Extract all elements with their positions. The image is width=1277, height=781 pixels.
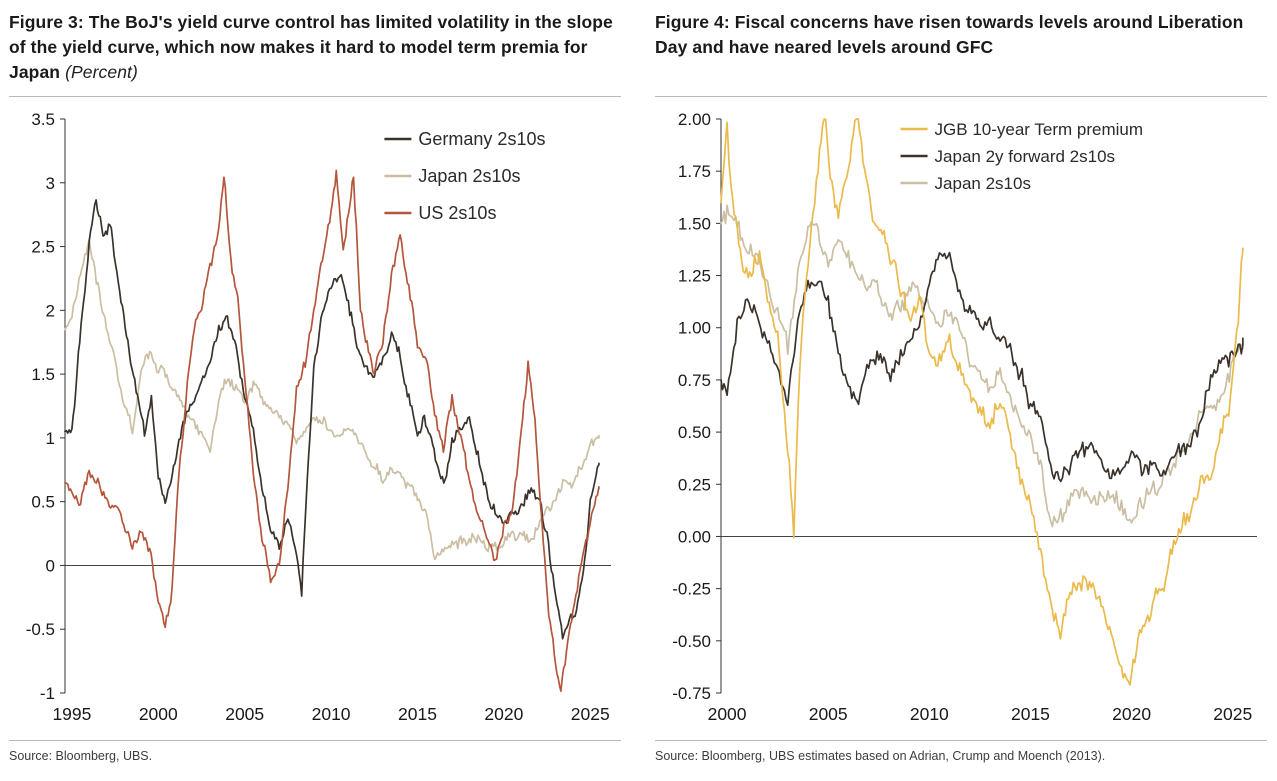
x-tick-label: 2015 (398, 704, 437, 724)
x-tick-label: 2020 (484, 704, 523, 724)
x-tick-label: 2025 (1213, 704, 1252, 724)
legend-label-3: US 2s10s (418, 203, 496, 223)
legend-label-3: Japan 2s10s (935, 174, 1031, 193)
x-tick-label: 2005 (809, 704, 848, 724)
x-tick-label: 2000 (708, 704, 747, 724)
y-tick-label: 1.5 (31, 365, 55, 384)
x-tick-label: 2025 (571, 704, 610, 724)
y-tick-label: 2.5 (31, 238, 55, 257)
y-tick-label: -0.50 (672, 632, 711, 651)
y-tick-label: 3.5 (31, 110, 55, 129)
y-tick-label: -0.5 (26, 620, 55, 639)
y-tick-label: 1.50 (678, 214, 711, 233)
legend-label-1: Germany 2s10s (418, 129, 545, 149)
figure3-title: Figure 3: The BoJ's yield curve control … (9, 10, 621, 96)
y-tick-label: 0 (46, 556, 55, 575)
figure3-title-text: Figure 3: The BoJ's yield curve control … (9, 12, 613, 82)
legend-label-2: Japan 2y forward 2s10s (935, 147, 1116, 166)
figure4-chart-area: 2.00 1.75 1.50 1.25 1.00 0.75 0.50 0.25 0.00 -0.2… (655, 96, 1267, 739)
series-line-jgb-10-year-term-premium (720, 118, 1244, 686)
figure4-title-text: Figure 4: Fiscal concerns have risen tow… (655, 12, 1244, 57)
x-tick-label: 2020 (1112, 704, 1151, 724)
y-tick-label: 0.00 (678, 527, 711, 546)
y-tick-label: -0.25 (672, 580, 711, 599)
y-tick-label: 0.25 (678, 475, 711, 494)
x-tick-label: 2015 (1011, 704, 1050, 724)
figure3-title-unit: (Percent) (65, 61, 138, 82)
series-line-japan-2s10s (720, 204, 1244, 528)
x-tick-label: 1995 (52, 704, 91, 724)
figure3-chart-area: 3.5 3 2.5 2 1.5 1 0.5 0 -0.5 -1 1995 2000 2005 2010 20… (9, 96, 621, 739)
figure3-panel: Figure 3: The BoJ's yield curve control … (9, 10, 621, 781)
legend-label-2: Japan 2s10s (418, 166, 520, 186)
legend-label-1: JGB 10-year Term premium (935, 120, 1143, 139)
x-tick-label: 2000 (139, 704, 178, 724)
series-line-japan-2s10s (64, 238, 600, 561)
figure3-source: Source: Bloomberg, UBS. (9, 740, 621, 763)
y-tick-label: 2 (46, 301, 55, 320)
y-tick-label: -1 (40, 684, 55, 703)
x-tick-label: 2010 (910, 704, 949, 724)
y-tick-label: 0.75 (678, 371, 711, 390)
x-tick-label: 2005 (225, 704, 264, 724)
y-tick-label: 1 (46, 429, 55, 448)
figure4-chart: 2.00 1.75 1.50 1.25 1.00 0.75 0.50 0.25 0.00 -0.2… (672, 110, 1257, 724)
y-tick-label: 0.50 (678, 423, 711, 442)
y-tick-label: 2.00 (678, 110, 711, 129)
series-line-germany-2s10s (64, 199, 600, 640)
y-tick-label: 0.5 (31, 493, 55, 512)
x-tick-label: 2010 (312, 704, 351, 724)
series-line-us-2s10s (64, 169, 600, 692)
series-line-japan-2y-forward-2s10s (720, 251, 1244, 483)
figure4-title: Figure 4: Fiscal concerns have risen tow… (655, 10, 1267, 96)
y-tick-label: 3 (46, 174, 55, 193)
y-tick-label: -0.75 (672, 684, 711, 703)
figure4-source: Source: Bloomberg, UBS estimates based o… (655, 740, 1267, 763)
y-tick-label: 1.75 (678, 162, 711, 181)
y-tick-label: 1.00 (678, 319, 711, 338)
y-tick-label: 1.25 (678, 267, 711, 286)
figure4-panel: Figure 4: Fiscal concerns have risen tow… (655, 10, 1267, 781)
